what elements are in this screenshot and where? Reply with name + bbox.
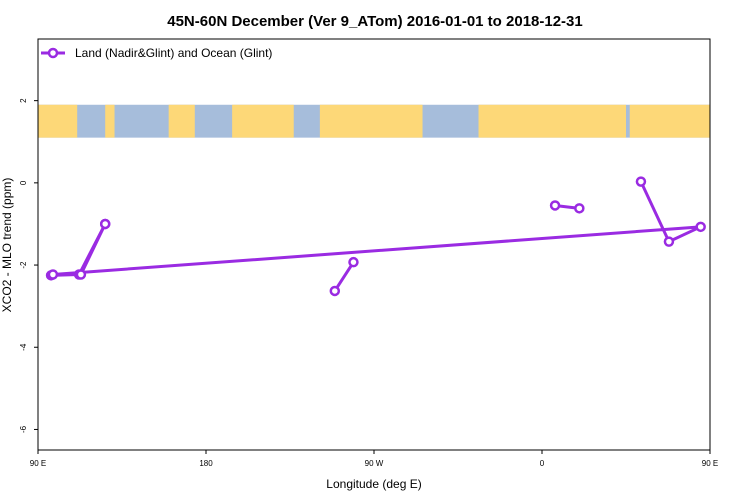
data-point xyxy=(348,256,359,268)
plot-frame xyxy=(37,38,711,451)
chart-title: 45N-60N December (Ver 9_ATom) 2016-01-01… xyxy=(167,13,583,30)
legend-label: Land (Nadir&Glint) and Ocean (Glint) xyxy=(75,46,272,60)
series-line xyxy=(333,261,355,292)
map-band xyxy=(38,104,710,138)
y-tick-label: 2 xyxy=(19,98,28,103)
legend-marker-icon xyxy=(47,47,59,59)
x-axis: 90 E 180 90 W 0 90 E xyxy=(30,450,718,468)
x-tick-label: 0 xyxy=(540,459,545,468)
data-point xyxy=(695,221,706,233)
europe-land xyxy=(478,104,626,138)
data-point xyxy=(47,269,59,280)
y-tick-label: -4 xyxy=(19,343,28,351)
data-point xyxy=(99,218,111,230)
series-lines xyxy=(45,176,706,297)
eurasia-land-east xyxy=(38,104,78,138)
data-point xyxy=(663,236,675,247)
x-tick-label: 90 E xyxy=(702,459,718,468)
x-tick-label: 180 xyxy=(199,459,213,468)
data-point xyxy=(635,176,647,187)
y-tick-label: -6 xyxy=(19,425,28,433)
data-point xyxy=(574,203,585,214)
data-point xyxy=(549,200,561,211)
y-axis: 2 0 -2 -4 -6 xyxy=(19,98,38,433)
legend: Land (Nadir&Glint) and Ocean (Glint) xyxy=(41,46,272,60)
x-tick-label: 90 E xyxy=(30,459,46,468)
asia-land xyxy=(629,104,710,138)
alaska-land xyxy=(168,104,195,138)
series-line xyxy=(51,180,703,277)
x-axis-label: Longitude (deg E) xyxy=(326,477,421,491)
y-tick-label: -2 xyxy=(19,261,28,269)
canada-land-west xyxy=(232,104,294,138)
data-point xyxy=(329,285,341,297)
y-axis-label: XCO2 - MLO trend (ppm) xyxy=(0,178,14,313)
y-tick-label: 0 xyxy=(19,180,28,185)
x-tick-label: 90 W xyxy=(365,459,384,468)
canada-land-east xyxy=(319,104,423,138)
kamchatka-land xyxy=(105,104,115,138)
series-line xyxy=(51,223,107,277)
data-point xyxy=(75,269,87,280)
